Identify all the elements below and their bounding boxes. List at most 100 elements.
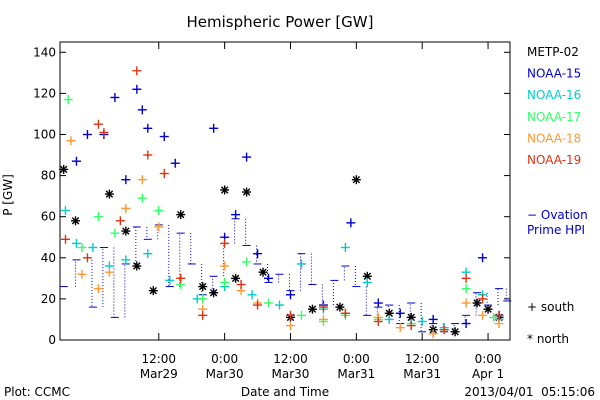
- data-point: [115, 216, 125, 226]
- legend-north-marker: * north: [527, 332, 569, 346]
- point-stroke: [105, 190, 114, 198]
- data-point: [59, 164, 69, 174]
- data-point: [264, 273, 274, 283]
- plot-frame: [59, 41, 511, 341]
- x-tick-date: Mar31: [403, 367, 441, 381]
- data-point: [165, 275, 175, 285]
- data-point: [63, 95, 73, 105]
- data-point: [395, 308, 405, 318]
- data-point: [209, 288, 219, 298]
- data-point: [296, 259, 306, 269]
- data-point: [478, 310, 488, 320]
- data-point: [104, 267, 114, 277]
- data-point: [220, 277, 230, 287]
- data-point: [121, 175, 131, 185]
- data-point: [93, 119, 103, 129]
- point-stroke: [198, 282, 207, 291]
- data-point: [450, 327, 460, 337]
- data-point: [340, 308, 350, 318]
- y-axis-label: P [GW]: [1, 174, 15, 216]
- point-stroke: [220, 186, 229, 194]
- legend-entry: NOAA-16: [527, 88, 581, 102]
- data-point: [461, 298, 471, 308]
- data-point: [71, 216, 81, 226]
- data-point: [132, 84, 142, 94]
- data-point: [494, 319, 504, 329]
- data-point: [82, 253, 92, 263]
- data-point: [132, 66, 142, 76]
- data-point: [236, 280, 246, 290]
- data-point: [99, 127, 109, 137]
- data-point: [198, 294, 208, 304]
- data-point: [143, 249, 153, 259]
- y-tick-label: 120: [33, 86, 56, 100]
- x-tick-date: Mar30: [272, 367, 310, 381]
- data-point: [137, 193, 147, 203]
- y-tick-label: 140: [33, 45, 56, 59]
- data-point: [110, 228, 120, 238]
- data-point: [384, 314, 394, 324]
- data-point: [417, 317, 427, 327]
- data-point: [60, 206, 70, 216]
- y-tick-label: 20: [41, 292, 56, 306]
- ovation-segments: [59, 218, 512, 333]
- data-point: [159, 169, 169, 179]
- data-point: [384, 308, 394, 318]
- data-point: [275, 300, 285, 310]
- data-point: [242, 257, 252, 267]
- data-point: [285, 290, 295, 300]
- data-point: [285, 321, 295, 331]
- data-point: [231, 273, 241, 283]
- data-point: [198, 310, 208, 320]
- data-point: [170, 158, 180, 168]
- y-tick-label: 40: [41, 251, 56, 265]
- point-stroke: [451, 328, 459, 336]
- data-point: [253, 249, 263, 259]
- data-point: [494, 310, 504, 320]
- data-point: [428, 314, 438, 324]
- legend-entry: NOAA-19: [527, 153, 581, 167]
- data-point: [428, 329, 438, 339]
- data-point: [82, 129, 92, 139]
- data-point: [335, 302, 345, 312]
- data-point: [318, 314, 328, 324]
- point-stroke: [149, 286, 158, 295]
- data-point: [395, 323, 405, 333]
- point-stroke: [308, 305, 317, 313]
- x-tick-label: 0:00: [343, 352, 370, 366]
- data-point: [461, 273, 471, 283]
- data-point: [104, 189, 114, 199]
- x-tick-label: 12:00: [141, 352, 176, 366]
- data-point: [478, 294, 488, 304]
- data-point: [285, 310, 295, 320]
- data-point: [373, 317, 383, 327]
- plot-credit: Plot: CCMC: [4, 385, 70, 399]
- data-point: [220, 261, 230, 271]
- data-point: [439, 325, 449, 335]
- chart-title: Hemispheric Power [GW]: [187, 13, 374, 31]
- data-point: [362, 277, 372, 287]
- point-stroke: [407, 313, 415, 322]
- data-point: [406, 321, 416, 331]
- y-tick-label: 60: [41, 210, 56, 224]
- legend-ovation-line2: Prime HPI: [527, 223, 585, 237]
- data-point: [121, 226, 131, 236]
- x-ticks: 12:00Mar290:00Mar3012:00Mar300:00Mar3112…: [140, 42, 504, 381]
- data-point: [461, 319, 471, 329]
- data-point: [346, 218, 356, 228]
- data-point: [220, 185, 230, 195]
- legend-entry: METP-02: [527, 45, 579, 59]
- y-tick-label: 0: [48, 333, 56, 347]
- data-point: [373, 298, 383, 308]
- data-point: [242, 152, 252, 162]
- data-point: [472, 298, 482, 308]
- data-point: [483, 304, 493, 314]
- x-tick-date: Apr 1: [472, 367, 504, 381]
- data-point: [154, 222, 164, 232]
- point-stroke: [231, 274, 240, 283]
- data-point: [220, 238, 230, 248]
- data-point: [176, 273, 186, 283]
- point-stroke: [352, 175, 361, 184]
- y-ticks: 0 20 40 60 80 100 120 140: [33, 45, 510, 347]
